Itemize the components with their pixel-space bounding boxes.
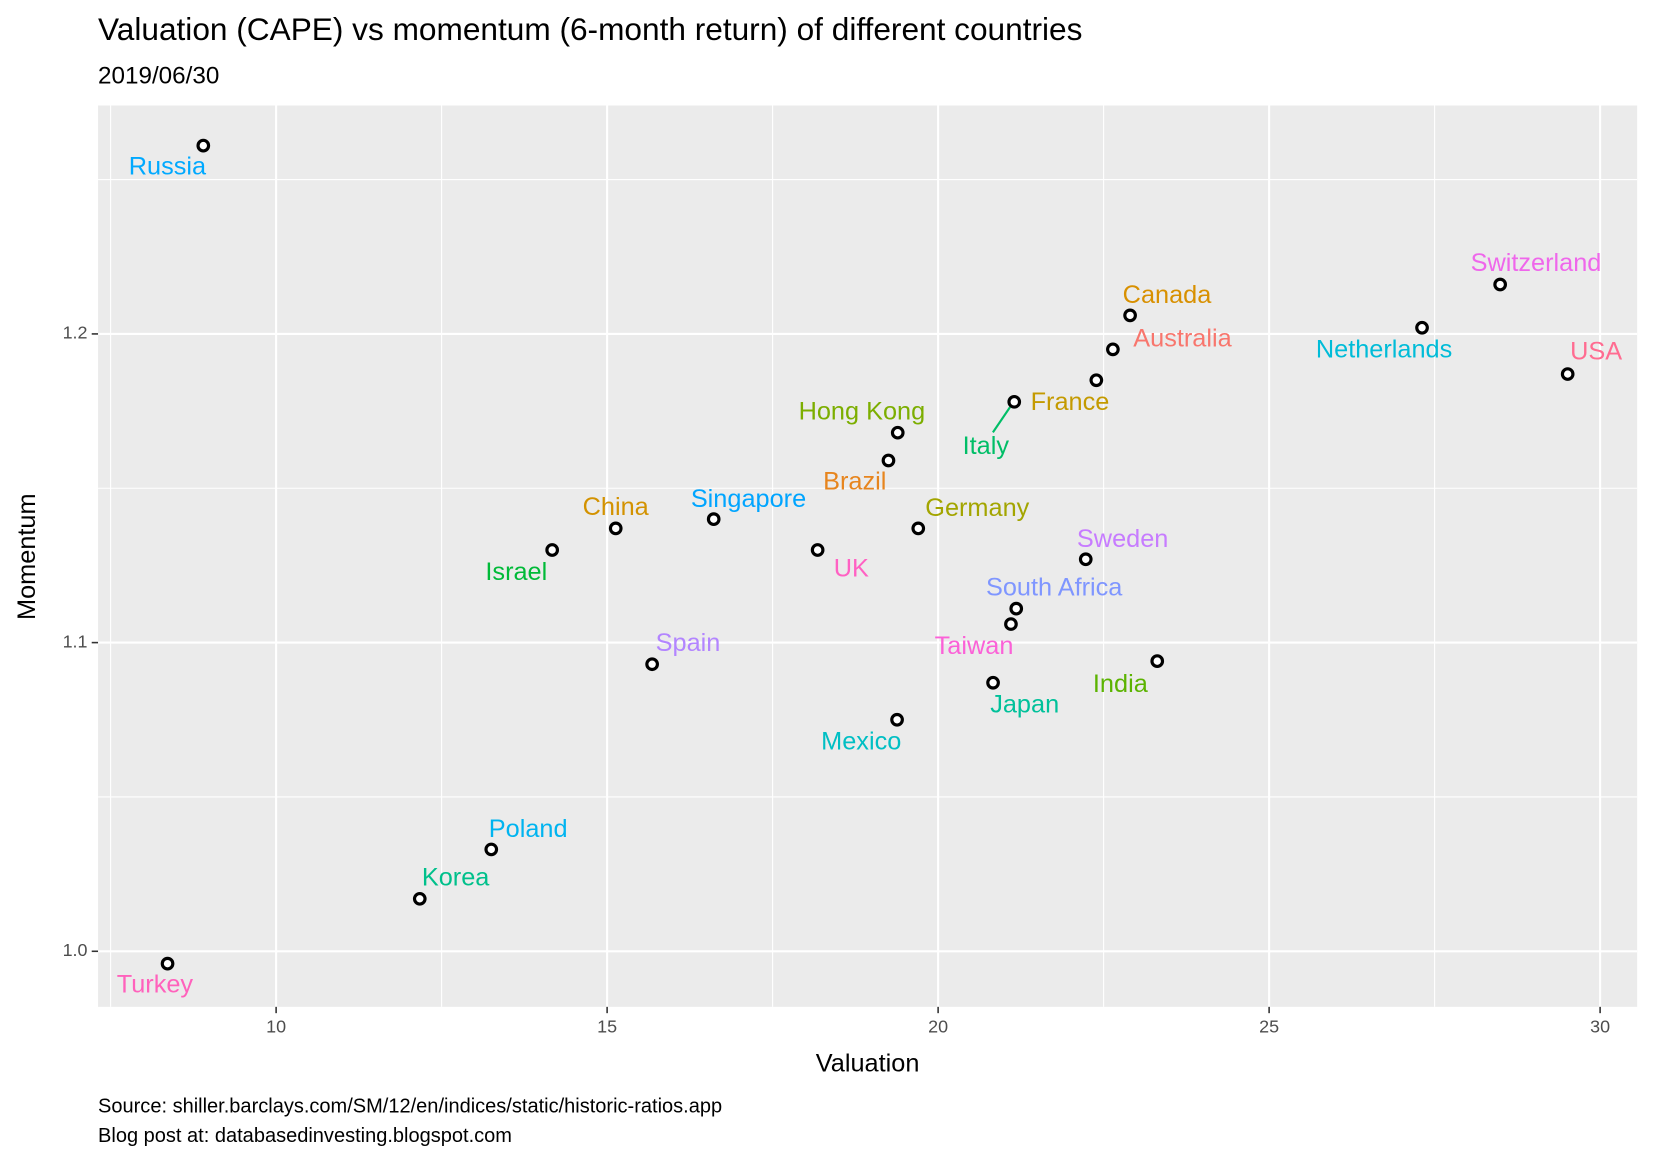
point-label: Russia	[129, 152, 207, 180]
chart-title: Valuation (CAPE) vs momentum (6-month re…	[98, 11, 1082, 47]
point-label: Switzerland	[1471, 249, 1602, 277]
point	[881, 453, 896, 468]
y-tick-label: 1.1	[63, 631, 88, 651]
point-label: UK	[834, 555, 869, 583]
point	[545, 543, 560, 557]
point-label: Germany	[925, 494, 1029, 522]
x-tick-label: 25	[1259, 1017, 1279, 1037]
point-label: Brazil	[823, 467, 886, 495]
point	[484, 842, 499, 857]
point-label: Spain	[656, 629, 721, 657]
point	[810, 543, 825, 557]
point	[911, 521, 926, 536]
point	[986, 675, 1000, 690]
point-label: Hong Kong	[799, 397, 926, 425]
x-axis-title: Valuation	[816, 1050, 920, 1078]
point-label: Turkey	[117, 970, 194, 998]
point	[412, 891, 427, 906]
caption: Blog post at: databasedinvesting.blogspo…	[98, 1125, 512, 1147]
point-label: Canada	[1123, 281, 1213, 309]
point	[1004, 617, 1018, 631]
point-label: Japan	[990, 691, 1059, 719]
point-label: Poland	[489, 815, 568, 843]
x-tick-label: 20	[928, 1017, 948, 1037]
point	[1089, 373, 1104, 388]
y-tick-label: 1.0	[63, 940, 88, 960]
point	[1150, 654, 1165, 668]
point-label: South Africa	[986, 573, 1123, 601]
y-axis-title: Momentum	[13, 493, 41, 620]
point-label: Israel	[485, 558, 547, 586]
point	[1007, 394, 1022, 409]
point-label: Korea	[422, 863, 490, 891]
y-tick-label: 1.2	[63, 323, 88, 343]
point-label: Singapore	[691, 485, 806, 513]
x-tick-label: 10	[266, 1017, 286, 1037]
point-label: India	[1093, 670, 1149, 698]
point-label: USA	[1570, 338, 1622, 366]
point	[608, 521, 623, 536]
point	[1493, 277, 1508, 292]
point-label: China	[583, 493, 650, 521]
point	[1123, 308, 1137, 323]
label-leader	[992, 406, 1011, 433]
chart-subtitle: 2019/06/30	[98, 62, 219, 89]
point-label: Sweden	[1077, 525, 1168, 553]
point	[1009, 601, 1024, 616]
x-tick-label: 15	[597, 1017, 617, 1037]
plot-panel	[98, 105, 1638, 1007]
caption: Source: shiller.barclays.com/SM/12/en/in…	[98, 1095, 722, 1117]
point	[706, 512, 721, 526]
point	[160, 956, 175, 971]
point-label: Taiwan	[935, 632, 1014, 660]
x-tick-label: 30	[1590, 1017, 1610, 1037]
point	[1106, 342, 1120, 357]
point	[1415, 320, 1429, 335]
point	[890, 425, 905, 440]
point-label: Netherlands	[1316, 336, 1452, 364]
point	[1078, 552, 1093, 567]
point	[1560, 367, 1575, 381]
point-label: France	[1031, 388, 1110, 416]
point	[196, 138, 211, 153]
point	[645, 657, 659, 672]
point-label: Mexico	[821, 728, 901, 756]
point-label: Australia	[1133, 325, 1232, 353]
point-label: Italy	[963, 432, 1010, 460]
point	[890, 712, 904, 727]
